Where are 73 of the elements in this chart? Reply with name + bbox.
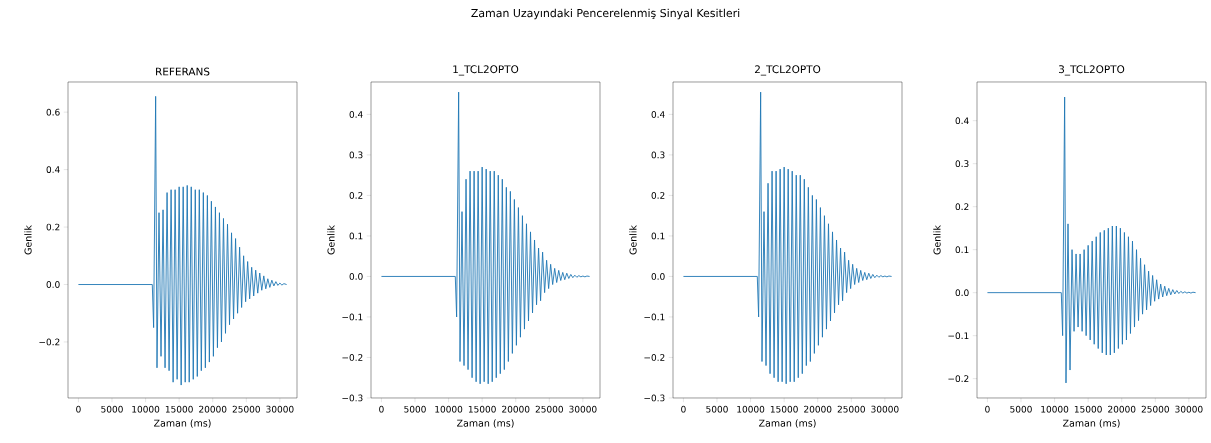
y-tick-label: 0.2 bbox=[651, 192, 665, 199]
line-series bbox=[77, 95, 288, 386]
line-series bbox=[986, 96, 1197, 384]
x-tick-label: 5000 bbox=[101, 405, 123, 413]
x-tick-label: 30000 bbox=[1175, 405, 1203, 413]
chart-title: 1_TCL2OPTO bbox=[453, 65, 519, 76]
x-axis-title: Zaman (ms) bbox=[457, 419, 514, 428]
x-tick-label: 15000 bbox=[1074, 405, 1102, 413]
y-tick-label: 0.3 bbox=[955, 160, 969, 168]
x-tick-label: 25000 bbox=[535, 405, 563, 413]
y-tick-label: −0.2 bbox=[948, 375, 969, 383]
x-axis-title: Zaman (ms) bbox=[759, 419, 816, 428]
y-tick-label: 0.6 bbox=[46, 108, 60, 116]
y-tick-label: −0.2 bbox=[342, 354, 363, 361]
x-tick-label: 25000 bbox=[232, 405, 260, 413]
x-tick-label: 0 bbox=[76, 405, 81, 413]
x-tick-label: 20000 bbox=[502, 405, 530, 413]
line-series bbox=[682, 91, 893, 385]
y-tick-label: 0.0 bbox=[955, 289, 969, 297]
x-tick-label: 10000 bbox=[132, 405, 160, 413]
y-tick-label: −0.1 bbox=[644, 313, 665, 321]
x-tick-label: 10000 bbox=[435, 405, 463, 413]
y-tick-label: 0.4 bbox=[349, 111, 363, 118]
y-tick-label: 0.0 bbox=[349, 273, 363, 280]
y-tick-label: 0.0 bbox=[46, 281, 60, 288]
x-tick-label: 15000 bbox=[468, 405, 496, 413]
x-axis-title: Zaman (ms) bbox=[1063, 419, 1120, 428]
y-tick-label: 0.3 bbox=[349, 151, 363, 159]
y-tick-label: −0.3 bbox=[644, 394, 665, 402]
chart-title: 3_TCL2OPTO bbox=[1059, 65, 1125, 76]
y-tick-label: 0.3 bbox=[651, 151, 665, 159]
y-tick-label: 0.1 bbox=[349, 232, 363, 240]
x-tick-label: 30000 bbox=[569, 405, 597, 413]
y-tick-label: 0.1 bbox=[651, 232, 665, 240]
x-tick-label: 20000 bbox=[199, 405, 227, 413]
y-tick-label: −0.3 bbox=[342, 394, 363, 402]
y-tick-label: −0.2 bbox=[644, 354, 665, 361]
x-tick-label: 0 bbox=[681, 405, 686, 413]
x-tick-label: 10000 bbox=[737, 405, 765, 413]
x-tick-label: 10000 bbox=[1041, 405, 1069, 413]
y-tick-label: 0.0 bbox=[651, 273, 665, 280]
y-tick-label: 0.2 bbox=[46, 223, 60, 231]
x-tick-label: 20000 bbox=[1108, 405, 1136, 413]
chart-title: REFERANS bbox=[156, 67, 210, 76]
x-tick-label: 20000 bbox=[804, 405, 832, 413]
y-tick-label: 0.4 bbox=[955, 117, 969, 125]
y-tick-label: −0.2 bbox=[39, 338, 60, 346]
y-tick-label: −0.1 bbox=[342, 313, 363, 321]
x-axis-title: Zaman (ms) bbox=[154, 419, 211, 428]
x-tick-label: 5000 bbox=[1010, 405, 1032, 413]
x-tick-label: 15000 bbox=[165, 405, 193, 413]
x-tick-label: 30000 bbox=[266, 405, 294, 413]
y-tick-label: −0.1 bbox=[948, 332, 969, 340]
y-axis-title: Genlik bbox=[24, 225, 32, 255]
x-tick-label: 30000 bbox=[871, 405, 899, 413]
y-axis-title: Genlik bbox=[327, 225, 335, 255]
y-tick-label: 0.4 bbox=[46, 166, 60, 173]
x-tick-label: 5000 bbox=[706, 405, 728, 413]
text: Zaman Uzayındaki Pencerelenmiş Sinyal Kesitleri bbox=[471, 8, 740, 20]
y-tick-label: 0.2 bbox=[349, 192, 363, 199]
x-tick-label: 5000 bbox=[404, 405, 426, 413]
y-tick-label: 0.2 bbox=[955, 203, 969, 211]
x-tick-label: 25000 bbox=[1141, 405, 1169, 413]
line-series bbox=[380, 91, 591, 385]
y-tick-label: 0.1 bbox=[955, 246, 969, 254]
y-axis-title: Genlik bbox=[933, 225, 941, 255]
x-tick-label: 15000 bbox=[770, 405, 798, 413]
x-tick-label: 0 bbox=[379, 405, 384, 413]
y-tick-label: 0.4 bbox=[651, 111, 665, 118]
x-tick-label: 0 bbox=[985, 405, 990, 413]
x-tick-label: 25000 bbox=[837, 405, 865, 413]
y-axis-title: Genlik bbox=[629, 225, 637, 255]
chart-title: 2_TCL2OPTO bbox=[754, 65, 821, 76]
